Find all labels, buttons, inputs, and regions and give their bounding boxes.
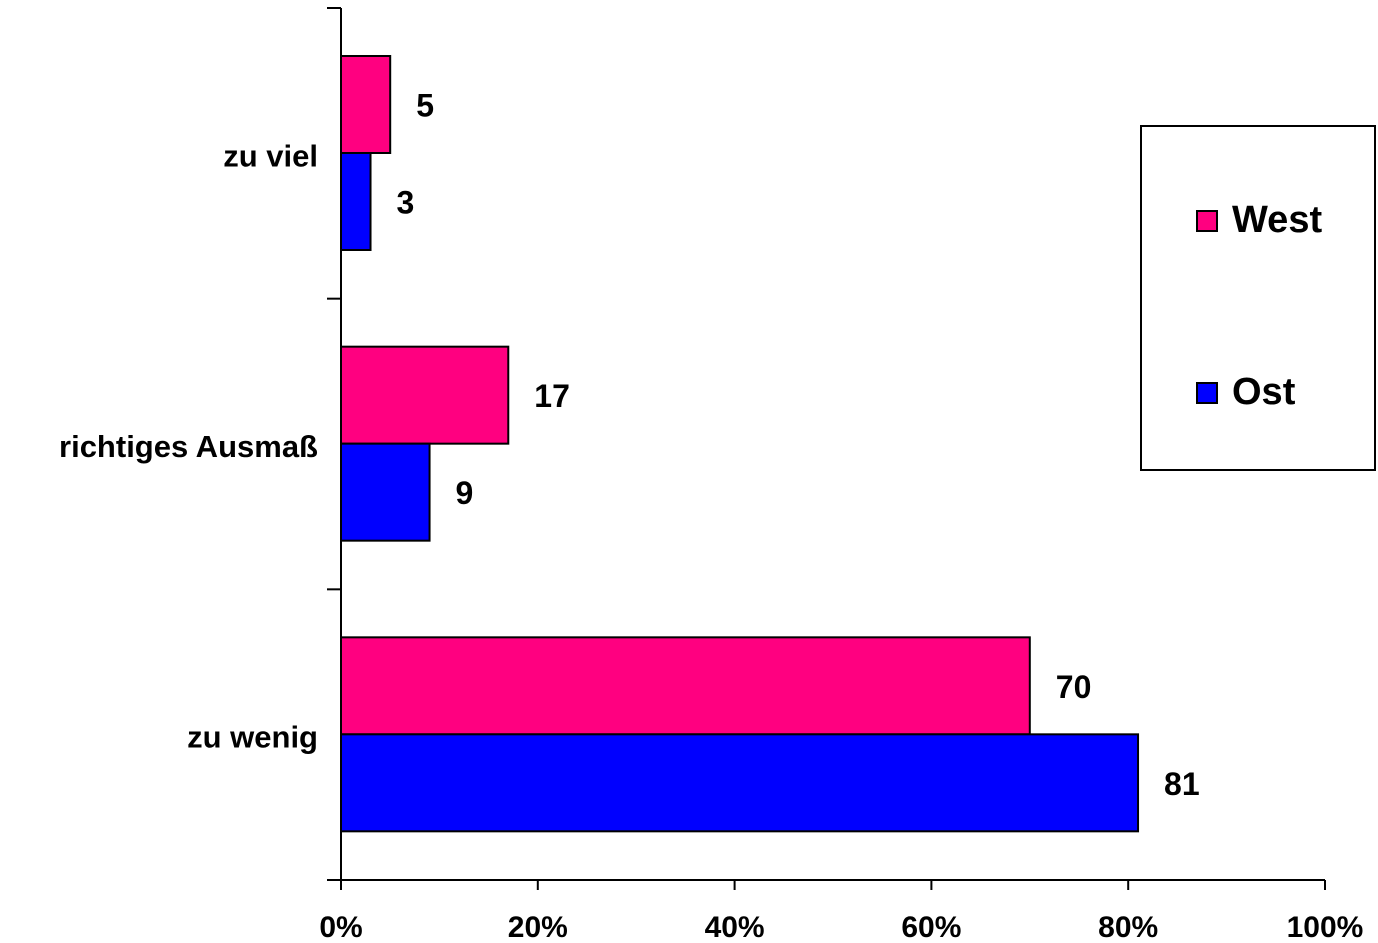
bar-west	[340, 55, 392, 154]
data-label-ost: 81	[1164, 766, 1200, 802]
bar-ost	[340, 152, 372, 251]
x-tick-label: 0%	[319, 911, 362, 943]
legend-swatch-ost	[1196, 381, 1218, 404]
data-label-ost: 9	[456, 475, 474, 511]
bar-ost	[340, 442, 431, 542]
category-label: richtiges Ausmaß	[59, 429, 318, 464]
legend-label-ost: Ost	[1232, 371, 1296, 413]
x-tick-label: 100%	[1287, 911, 1364, 943]
x-tick-label: 40%	[705, 911, 765, 943]
legend-swatch-west	[1196, 209, 1218, 232]
legend-item-west: West	[1196, 199, 1322, 242]
chart-bars	[340, 55, 1140, 833]
x-tick-label: 20%	[508, 911, 568, 943]
legend-item-ost: Ost	[1196, 371, 1295, 414]
bar-west	[340, 636, 1031, 736]
category-label: zu viel	[223, 138, 318, 173]
data-label-ost: 3	[397, 185, 415, 221]
data-label-west: 70	[1056, 669, 1092, 705]
chart-legend: West Ost	[1140, 125, 1376, 471]
category-label: zu wenig	[187, 720, 318, 755]
x-tick-label: 80%	[1098, 911, 1158, 943]
x-tick-label: 60%	[901, 911, 961, 943]
legend-label-west: West	[1232, 199, 1323, 241]
data-label-west: 17	[534, 378, 570, 414]
data-label-west: 5	[416, 88, 434, 124]
bar-west	[340, 345, 510, 445]
bar-ost	[340, 733, 1140, 833]
chart-labels: 0% 20% 40% 60% 80% 100% zu viel 5 3 richtiges Aus…	[59, 88, 1363, 943]
